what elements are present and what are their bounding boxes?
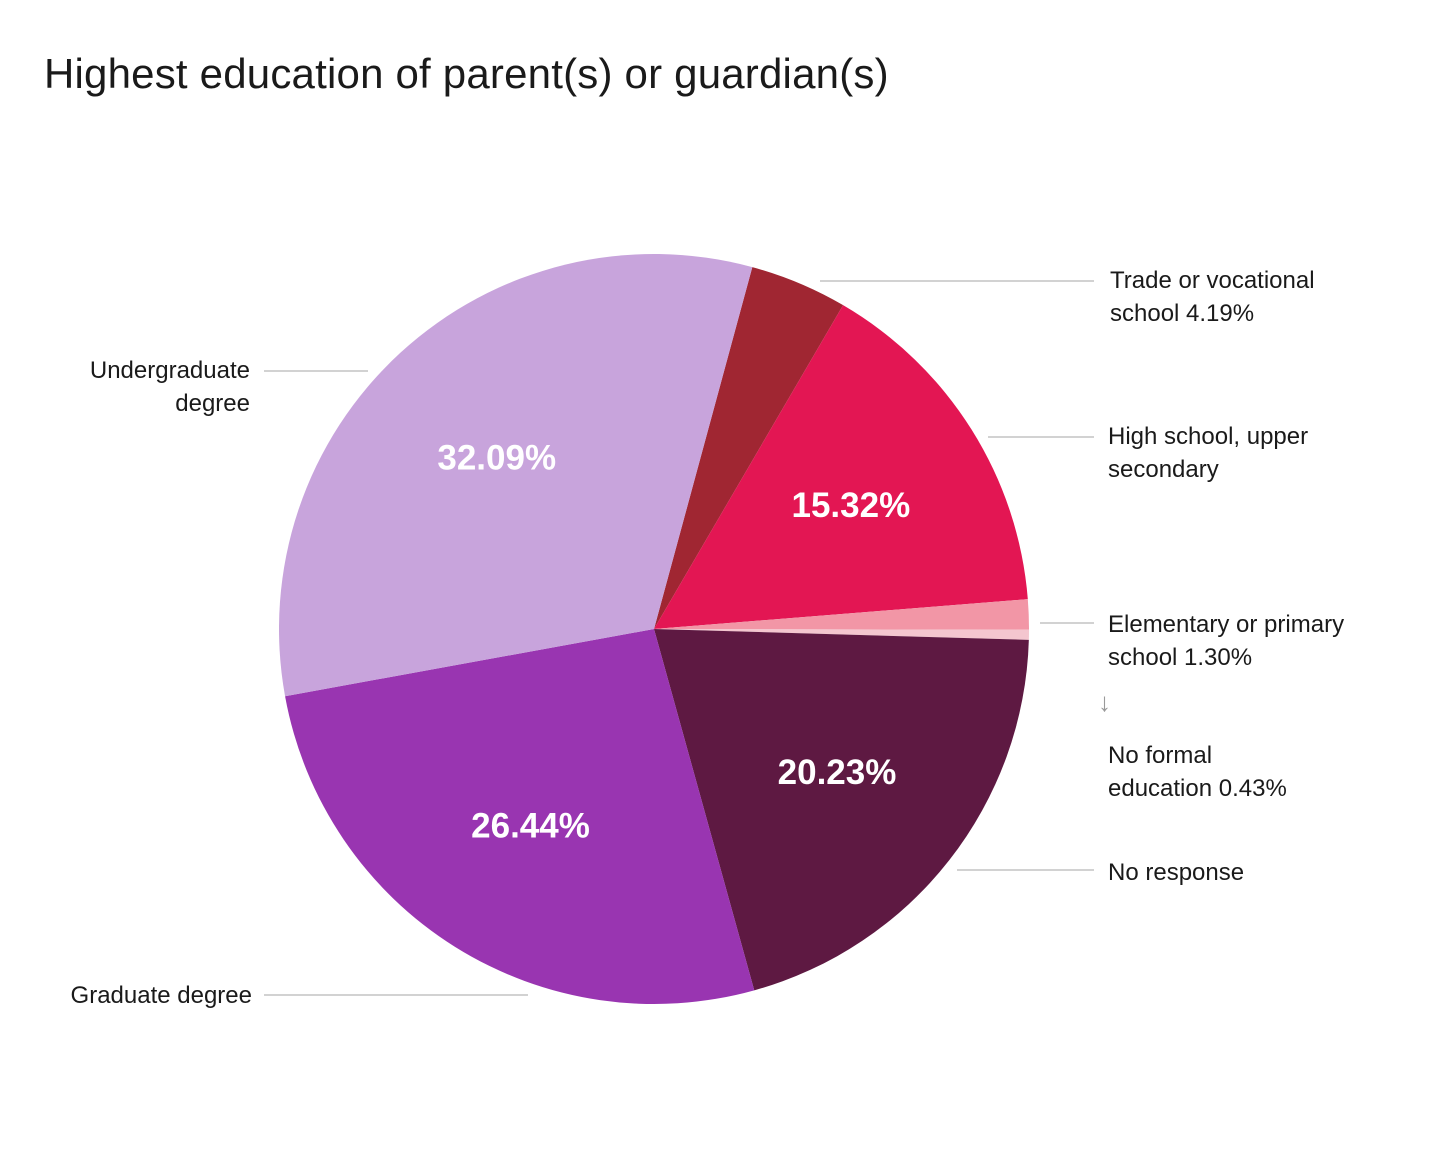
pie-slice-labels: 15.32% 20.23% 26.44% 32.09% [437,438,910,845]
chart-title: Highest education of parent(s) or guardi… [44,50,889,97]
pie-slice-trade-or-vocational-school [654,267,844,629]
pie-slice-no-response [654,629,1029,991]
pie-slice-no-formal-education [654,629,1029,640]
slice-value-label: 26.44% [471,806,590,845]
pie-slice-undergraduate-degree [279,254,753,697]
down-arrow-icon: ↓ [1098,687,1111,717]
pie-slice-elementary-or-primary-school [654,599,1030,630]
slice-value-label: 15.32% [792,486,911,525]
slice-value-label: 20.23% [778,753,897,792]
label-no-response: No response [1108,859,1245,886]
pie-slices [279,254,1030,1004]
pie-slice-high-school-upper-secondary [654,305,1028,629]
leader-lines [264,280,1094,996]
label-no-formal-education: No formal education 0.43% [1108,742,1287,802]
label-undergraduate-degree: Undergraduate degree [89,357,250,417]
label-elementary: Elementary or primary school 1.30% [1108,611,1345,671]
label-graduate-degree: Graduate degree [70,982,252,1009]
label-trade-vocational: Trade or vocational school 4.19% [1110,267,1315,327]
label-high-school: High school, upper secondary [1108,423,1309,483]
slice-value-label: 32.09% [437,438,556,477]
pie-slice-graduate-degree [285,629,755,1004]
